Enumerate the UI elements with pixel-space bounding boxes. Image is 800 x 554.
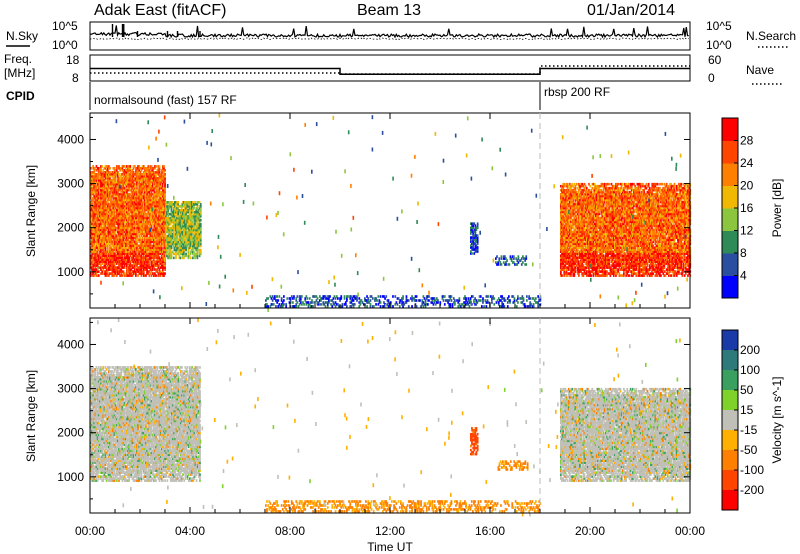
- radar-title: Adak East (fitACF): [94, 2, 226, 19]
- nsky-trace: [90, 26, 689, 38]
- nave-tick-top: 60: [708, 53, 722, 67]
- freq-unit: [MHz]: [4, 66, 35, 80]
- date-title: 01/Jan/2014: [587, 2, 675, 19]
- cpid-label: CPID: [6, 89, 35, 103]
- noise-tick-right-top: 10^5: [706, 19, 732, 33]
- freq-tick-top: 18: [66, 53, 80, 67]
- echo-cell: [101, 165, 103, 168]
- echo-cell: [129, 165, 131, 168]
- beam-title: Beam 13: [357, 2, 421, 19]
- nave-trace: [90, 66, 690, 74]
- noise-trace: [90, 24, 689, 40]
- freq-label: Freq.: [4, 52, 32, 66]
- nave-label: Nave: [746, 63, 774, 77]
- cpid-segment-1: normalsound (fast) 157 RF: [94, 93, 237, 107]
- nsearch-label: N.Search: [746, 29, 796, 43]
- nsearch-trace: [90, 38, 689, 40]
- rti-figure: Adak East (fitACF) Beam 13 01/Jan/2014 N…: [0, 0, 800, 554]
- echo-cell: [98, 274, 100, 277]
- echo-cell: [109, 167, 111, 170]
- power-echo-layer: [90, 113, 691, 312]
- noise-tick-right-bottom: 10^0: [706, 38, 732, 52]
- nave-tick-bottom: 0: [708, 71, 715, 85]
- noise-tick-left-bottom: 10^0: [52, 38, 78, 52]
- cpid-segment-2: rbsp 200 RF: [544, 85, 610, 99]
- freq-tick-bottom: 8: [72, 71, 79, 85]
- nsky-label: N.Sky: [6, 29, 38, 43]
- noise-tick-left-top: 10^5: [52, 19, 78, 33]
